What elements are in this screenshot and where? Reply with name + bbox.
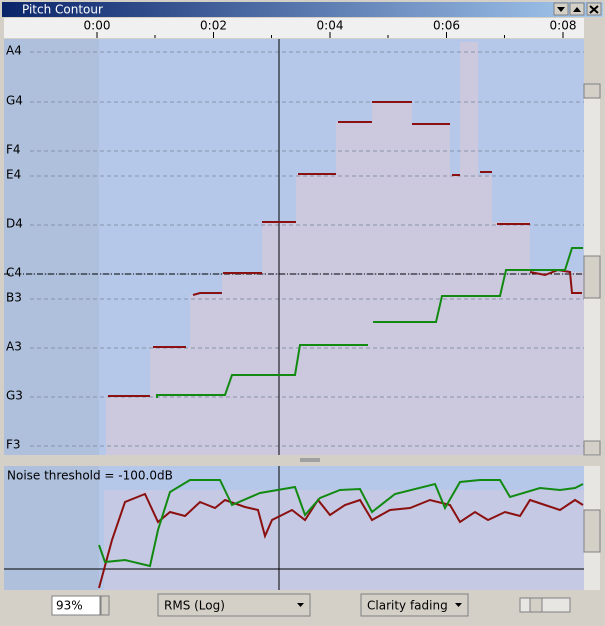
pitch-contour-green bbox=[156, 247, 583, 398]
note-label: F4 bbox=[6, 143, 21, 157]
shade bbox=[4, 39, 99, 455]
amplitude-red bbox=[98, 492, 584, 589]
zoom-spinner[interactable] bbox=[100, 595, 110, 616]
slider-handle[interactable] bbox=[529, 597, 543, 613]
note-label: F3 bbox=[6, 438, 21, 452]
time-tick-label: 0:00 bbox=[84, 19, 111, 33]
time-tick-label: 0:02 bbox=[200, 19, 227, 33]
note-label: D4 bbox=[6, 217, 23, 231]
time-tick-label: 0:06 bbox=[433, 19, 460, 33]
scroll-thumb[interactable] bbox=[583, 255, 601, 299]
pitch-contour-red bbox=[108, 101, 582, 397]
amplitude-green bbox=[98, 479, 584, 568]
note-regions bbox=[106, 42, 584, 455]
note-label: G4 bbox=[6, 94, 23, 108]
note-label: C4 bbox=[6, 266, 22, 280]
note-label: B3 bbox=[6, 291, 22, 305]
zoom-value: 93% bbox=[56, 599, 83, 613]
scroll-up[interactable] bbox=[583, 83, 601, 99]
zoom-input[interactable] bbox=[51, 595, 101, 616]
note-label: A4 bbox=[6, 44, 22, 58]
display-mode: Clarity fading bbox=[367, 599, 448, 613]
scroll-thumb[interactable] bbox=[583, 509, 601, 553]
window-title: Pitch Contour bbox=[22, 3, 103, 17]
note-label: E4 bbox=[6, 168, 21, 182]
scroll-down[interactable] bbox=[583, 440, 601, 456]
title-buttons[interactable] bbox=[553, 2, 602, 16]
time-tick-label: 0:08 bbox=[550, 19, 577, 33]
amplitude-mode: RMS (Log) bbox=[164, 599, 225, 613]
splitter[interactable] bbox=[300, 458, 320, 462]
time-tick-label: 0:04 bbox=[317, 19, 344, 33]
amplitude-mode-combo[interactable] bbox=[157, 593, 311, 617]
title-bar bbox=[2, 2, 603, 17]
slider[interactable] bbox=[519, 597, 571, 613]
shade bbox=[4, 466, 99, 590]
time-ruler bbox=[4, 18, 584, 38]
display-mode-combo[interactable] bbox=[360, 593, 469, 617]
note-label: G3 bbox=[6, 389, 23, 403]
note-label: A3 bbox=[6, 340, 22, 354]
noise-threshold-label: Noise threshold = -100.0dB bbox=[7, 469, 173, 483]
